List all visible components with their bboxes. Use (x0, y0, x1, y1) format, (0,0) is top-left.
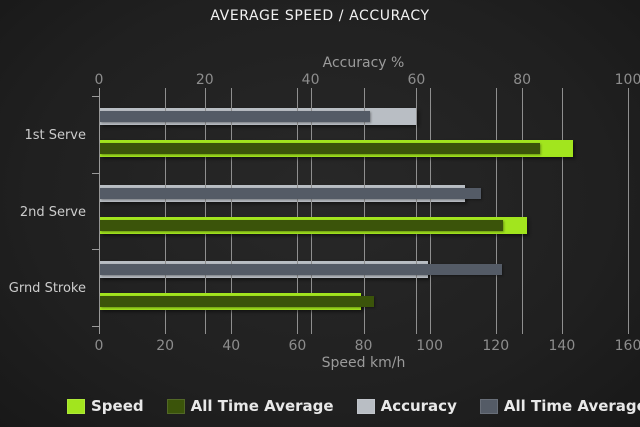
bar-all-time-average-1st-serve (100, 111, 370, 122)
gridline-bottom-160 (628, 88, 629, 334)
y-axis-tick (92, 249, 99, 250)
bottom-tick-label-120: 120 (482, 338, 510, 354)
y-axis-tick (92, 326, 99, 327)
bar-all-time-average-2nd-serve (100, 187, 481, 199)
category-label-grnd-stroke: Grnd Stroke (8, 281, 86, 297)
legend-item-accuracy[interactable]: Accuracy (356, 397, 457, 415)
legend-label: Speed (91, 397, 144, 415)
gridline-top-80 (522, 88, 524, 334)
bottom-tick-label-40: 40 (222, 338, 241, 354)
legend: Speed All Time Average Accuracy All Time Av… (67, 397, 640, 415)
bottom-tick-label-60: 60 (288, 338, 307, 354)
plot-area (92, 88, 629, 334)
gridline-bottom-100 (429, 88, 431, 334)
legend-item-all-time-average[interactable]: All Time Average (166, 397, 334, 415)
gridline-bottom-40 (231, 88, 233, 334)
bar-all-time-average-2nd-serve (100, 219, 504, 231)
legend-item-all-time-average[interactable]: All Time Average (479, 397, 640, 415)
bottom-tick-label-20: 20 (156, 338, 175, 354)
top-axis-label: Accuracy % (322, 55, 405, 71)
bottom-tick-label-80: 80 (354, 338, 373, 354)
top-tick-label-100: 100 (614, 72, 640, 88)
legend-label: All Time Average (190, 397, 334, 415)
bottom-tick-label-160: 160 (614, 338, 640, 354)
bottom-tick-label-100: 100 (416, 338, 443, 354)
category-label-2nd-serve: 2nd Serve (19, 204, 86, 220)
top-tick-label-80: 80 (513, 72, 532, 88)
gridline-bottom-60 (297, 88, 299, 334)
bottom-tick-label-140: 140 (548, 338, 576, 354)
category-label-1st-serve: 1st Serve (24, 128, 86, 143)
legend-swatch-icon (479, 398, 498, 414)
gridline-bottom-140 (561, 88, 563, 334)
legend-swatch-icon (166, 398, 185, 414)
bar-all-time-average-grnd-stroke (100, 296, 375, 308)
top-tick-label-40: 40 (301, 72, 320, 88)
gridline-top-60 (416, 88, 418, 334)
gridline-top-20 (204, 88, 206, 334)
top-tick-label-60: 60 (407, 72, 426, 88)
top-tick-label-20: 20 (195, 72, 214, 88)
bar-all-time-average-1st-serve (100, 143, 540, 154)
legend-swatch-icon (67, 398, 85, 414)
legend-item-speed[interactable]: Speed (67, 397, 144, 415)
chart-title: AVERAGE SPEED / ACCURACY (210, 8, 430, 24)
legend-label: Accuracy (380, 397, 457, 415)
gridline-bottom-120 (495, 88, 497, 334)
y-axis-tick (92, 173, 99, 174)
y-axis-tick (92, 96, 99, 97)
legend-label: All Time Average (503, 397, 640, 415)
gridline-bottom-80 (363, 88, 365, 334)
gridline-bottom-20 (165, 88, 167, 334)
gridline-top-40 (310, 88, 312, 334)
bar-all-time-average-grnd-stroke (100, 264, 503, 276)
y-axis-line (99, 88, 100, 334)
top-tick-label-0: 0 (94, 72, 104, 88)
bottom-tick-label-0: 0 (94, 338, 104, 354)
legend-swatch-icon (356, 398, 375, 414)
bottom-axis-label: Speed km/h (321, 355, 406, 371)
